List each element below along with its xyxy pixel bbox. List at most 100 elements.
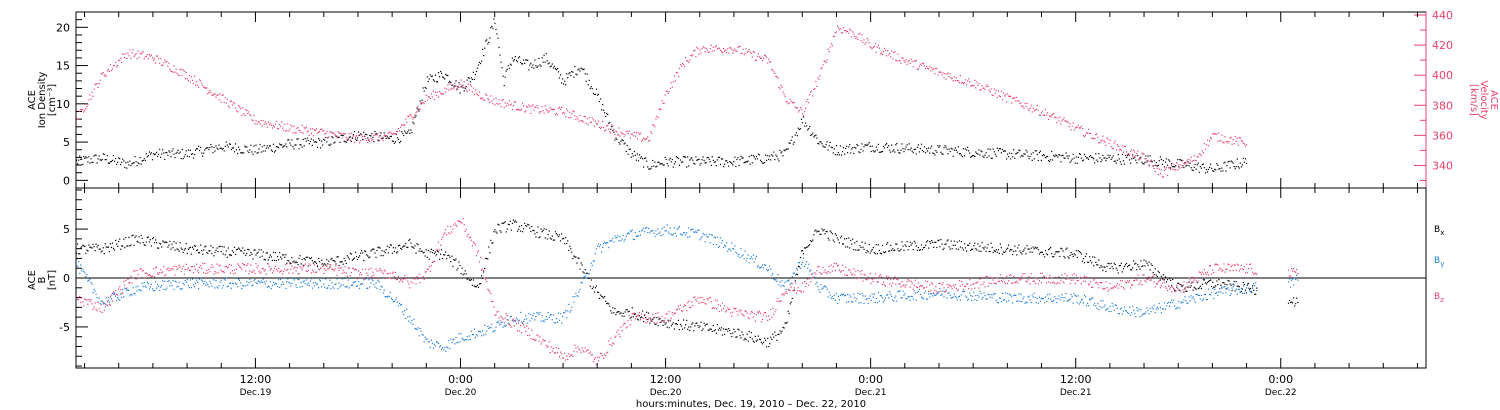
ion-density-dots-point bbox=[955, 149, 957, 151]
ion-density-dots-point bbox=[1137, 155, 1139, 157]
ion-density-dots-point bbox=[467, 77, 469, 79]
ion-density-dots-point bbox=[330, 143, 332, 145]
bx-dots-point bbox=[780, 332, 782, 334]
bx-dots-point bbox=[830, 231, 832, 233]
velocity-dots-point bbox=[341, 137, 343, 139]
bx-dots-point bbox=[1156, 275, 1158, 278]
bz-dots-point bbox=[160, 269, 162, 271]
bz-dots-point bbox=[82, 301, 84, 303]
velocity-dots-point bbox=[136, 58, 138, 60]
bx-dots-point bbox=[967, 244, 969, 246]
velocity-dots-point bbox=[648, 140, 650, 142]
ion-density-dots-point bbox=[134, 156, 136, 158]
by-dots-point bbox=[770, 268, 772, 270]
velocity-dots-point bbox=[729, 47, 731, 49]
ion-density-dots-point bbox=[556, 68, 559, 70]
by-dots-point bbox=[228, 282, 230, 284]
velocity-dots-point bbox=[196, 81, 198, 83]
velocity-dots-point bbox=[816, 85, 818, 87]
velocity-dots-point bbox=[575, 119, 577, 121]
bx-dots-point bbox=[566, 242, 568, 245]
bx-dots-point bbox=[733, 328, 735, 330]
by-dots-point bbox=[368, 279, 370, 281]
ion-density-dots-point bbox=[596, 94, 599, 96]
bx-dots-point bbox=[838, 242, 840, 244]
by-dots-point bbox=[223, 278, 225, 280]
velocity-dots-point bbox=[1077, 124, 1079, 126]
bx-dots-point bbox=[1158, 271, 1160, 274]
bx-dots-point bbox=[599, 294, 602, 296]
velocity-dots-point bbox=[579, 114, 581, 116]
bx-dots-point bbox=[603, 297, 605, 299]
bx-dots-point bbox=[318, 257, 320, 260]
bx-dots-point bbox=[790, 301, 792, 303]
bx-dots-point bbox=[1165, 281, 1168, 283]
velocity-dots-point bbox=[661, 100, 663, 102]
ion-density-dots-point bbox=[979, 154, 981, 156]
velocity-dots-point bbox=[1021, 105, 1023, 107]
ion-density-dots-point bbox=[875, 146, 877, 148]
velocity-dots-point bbox=[964, 79, 967, 81]
bx-dots-point bbox=[823, 229, 825, 231]
velocity-dots-point bbox=[617, 134, 619, 136]
by-dots-point bbox=[880, 295, 883, 297]
ion-density-dots-point bbox=[999, 148, 1001, 150]
velocity-dots-point bbox=[443, 93, 445, 95]
bx-dots-point bbox=[854, 242, 856, 244]
bx-dots-point bbox=[1228, 280, 1230, 282]
velocity-dots-point bbox=[1075, 126, 1077, 128]
velocity-dots-point bbox=[322, 130, 324, 132]
ion-density-dots-point bbox=[648, 168, 650, 170]
bx-dots-point bbox=[162, 240, 164, 242]
ion-density-dots-point bbox=[1118, 158, 1120, 160]
ion-density-dots-point bbox=[948, 148, 950, 150]
velocity-dots-point bbox=[1160, 169, 1162, 171]
bx-dots-point bbox=[537, 226, 539, 228]
bx-dots-point bbox=[985, 250, 987, 252]
velocity-dots-point bbox=[901, 57, 903, 59]
bx-dots-point bbox=[835, 234, 837, 236]
bx-dots-point bbox=[120, 248, 122, 250]
bx-dots-point bbox=[141, 237, 143, 239]
velocity-dots-point bbox=[513, 101, 515, 103]
bx-dots-point bbox=[610, 310, 612, 312]
bx-dots-point bbox=[379, 247, 381, 249]
by-dots-point bbox=[196, 279, 198, 281]
bx-dots-point bbox=[105, 246, 107, 248]
bx-dots-point bbox=[111, 242, 114, 244]
bx-dots-point bbox=[878, 249, 880, 252]
bx-dots-point bbox=[488, 246, 490, 248]
by-dots-point bbox=[1031, 294, 1033, 296]
velocity-dots-point bbox=[199, 79, 201, 81]
by-dots-point bbox=[481, 335, 483, 337]
by-dots-point bbox=[367, 287, 369, 289]
bx-dots-point bbox=[265, 252, 267, 254]
ion-density-dots-point bbox=[358, 131, 360, 133]
ion-density-dots-point bbox=[853, 152, 855, 155]
bx-dots-point bbox=[126, 245, 128, 247]
ion-density-dots-point bbox=[99, 159, 101, 161]
by-dots-point bbox=[290, 285, 292, 287]
velocity-dots-point bbox=[1018, 100, 1020, 102]
velocity-dots-point bbox=[469, 84, 471, 86]
ion-density-dots-point bbox=[1084, 155, 1087, 157]
ion-density-dots-point bbox=[697, 159, 699, 161]
velocity-dots-point bbox=[706, 49, 708, 51]
ion-density-dots-point bbox=[700, 162, 702, 165]
by-dots-point bbox=[776, 280, 778, 283]
velocity-dots-point bbox=[643, 137, 645, 139]
ion-density-dots-point bbox=[307, 139, 309, 141]
bx-dots-point bbox=[643, 320, 645, 323]
bx-dots-point bbox=[1232, 283, 1234, 285]
by-dots-point bbox=[987, 293, 989, 295]
velocity-dots-point bbox=[514, 101, 516, 103]
velocity-dots-point bbox=[825, 62, 827, 64]
by-dots-point bbox=[355, 285, 358, 287]
by-dots-point bbox=[516, 319, 519, 321]
velocity-dots-point bbox=[853, 33, 855, 35]
ion-density-dots-point bbox=[936, 151, 938, 153]
ion-density-dots-point bbox=[769, 155, 771, 157]
ion-density-dots-point bbox=[146, 156, 148, 158]
velocity-dots-point bbox=[174, 71, 176, 73]
